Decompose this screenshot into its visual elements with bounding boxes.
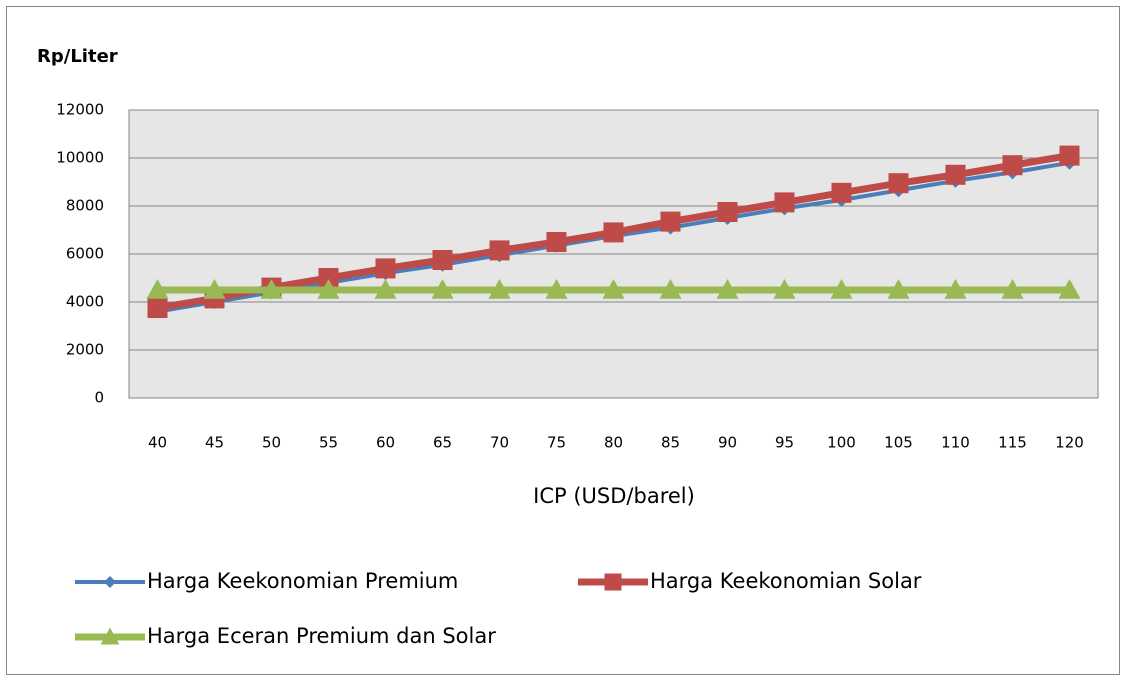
marker	[431, 279, 454, 299]
x-tick-label: 115	[998, 434, 1027, 452]
x-tick-label: 60	[376, 434, 395, 452]
x-tick-label: 75	[547, 434, 566, 452]
marker	[546, 232, 567, 252]
marker	[488, 279, 511, 299]
marker	[830, 279, 853, 299]
marker	[1059, 145, 1080, 166]
marker	[147, 298, 168, 318]
x-tick-label: 70	[490, 434, 509, 452]
legend-label: Harga Keekonomian Premium	[147, 569, 458, 593]
marker	[831, 182, 852, 203]
marker	[489, 240, 510, 261]
marker	[146, 279, 169, 299]
x-tick-label: 110	[941, 434, 970, 452]
marker	[774, 192, 795, 213]
marker	[1001, 279, 1024, 299]
marker	[1058, 279, 1081, 299]
marker	[945, 164, 966, 185]
marker	[773, 279, 796, 299]
marker	[260, 279, 283, 299]
marker	[203, 279, 226, 299]
x-axis-title: ICP (USD/barel)	[533, 484, 695, 508]
marker	[317, 279, 340, 299]
legend-marker	[100, 627, 120, 645]
y-tick-label: 10000	[56, 149, 104, 167]
x-tick-label: 120	[1055, 434, 1084, 452]
legend-marker	[104, 576, 116, 588]
x-tick-label: 95	[775, 434, 794, 452]
legend-label: Harga Eceran Premium dan Solar	[147, 624, 496, 648]
marker	[432, 250, 453, 270]
x-tick-label: 90	[718, 434, 737, 452]
y-tick-label: 6000	[66, 245, 104, 263]
x-tick-label: 45	[205, 434, 224, 452]
y-tick-label: 0	[94, 389, 104, 407]
legend-marker	[604, 573, 622, 591]
y-tick-label: 2000	[66, 341, 104, 359]
marker	[603, 222, 624, 243]
marker	[318, 268, 339, 288]
marker	[545, 279, 568, 299]
marker	[602, 279, 625, 299]
x-tick-label: 85	[661, 434, 680, 452]
x-tick-label: 80	[604, 434, 623, 452]
x-tick-label: 40	[148, 434, 167, 452]
marker	[374, 279, 397, 299]
marker	[887, 279, 910, 299]
y-tick-label: 12000	[56, 101, 104, 119]
marker	[1002, 155, 1023, 176]
x-tick-label: 100	[827, 434, 856, 452]
x-tick-label: 55	[319, 434, 338, 452]
legend-label: Harga Keekonomian Solar	[650, 569, 922, 593]
marker	[717, 202, 738, 222]
plot-border	[128, 109, 1099, 399]
chart-title: Rp/Liter	[37, 46, 118, 67]
y-tick-label: 8000	[66, 197, 104, 215]
y-tick-label: 4000	[66, 293, 104, 311]
marker	[944, 279, 967, 299]
marker	[660, 211, 681, 232]
marker	[375, 258, 396, 279]
x-tick-label: 50	[262, 434, 281, 452]
marker	[659, 279, 682, 299]
x-tick-label: 105	[884, 434, 913, 452]
marker	[716, 279, 739, 299]
x-tick-label: 65	[433, 434, 452, 452]
marker	[888, 173, 909, 194]
